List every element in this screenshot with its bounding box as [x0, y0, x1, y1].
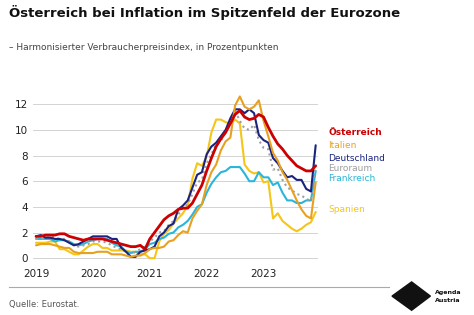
Text: Agenda: Agenda	[435, 290, 461, 295]
Text: Österreich bei Inflation im Spitzenfeld der Eurozone: Österreich bei Inflation im Spitzenfeld …	[9, 5, 401, 20]
Text: Deutschland: Deutschland	[328, 154, 385, 163]
Text: Austria: Austria	[435, 298, 460, 303]
Text: Euroraum: Euroraum	[328, 164, 372, 173]
Text: Österreich: Österreich	[328, 128, 382, 137]
Text: Quelle: Eurostat.: Quelle: Eurostat.	[9, 300, 80, 309]
Text: Italien: Italien	[328, 141, 356, 150]
Text: – Harmonisierter Verbraucherpreisindex, in Prozentpunkten: – Harmonisierter Verbraucherpreisindex, …	[9, 43, 279, 52]
Text: Frankreich: Frankreich	[328, 174, 375, 183]
Text: Spanien: Spanien	[328, 205, 365, 214]
Polygon shape	[392, 282, 430, 310]
